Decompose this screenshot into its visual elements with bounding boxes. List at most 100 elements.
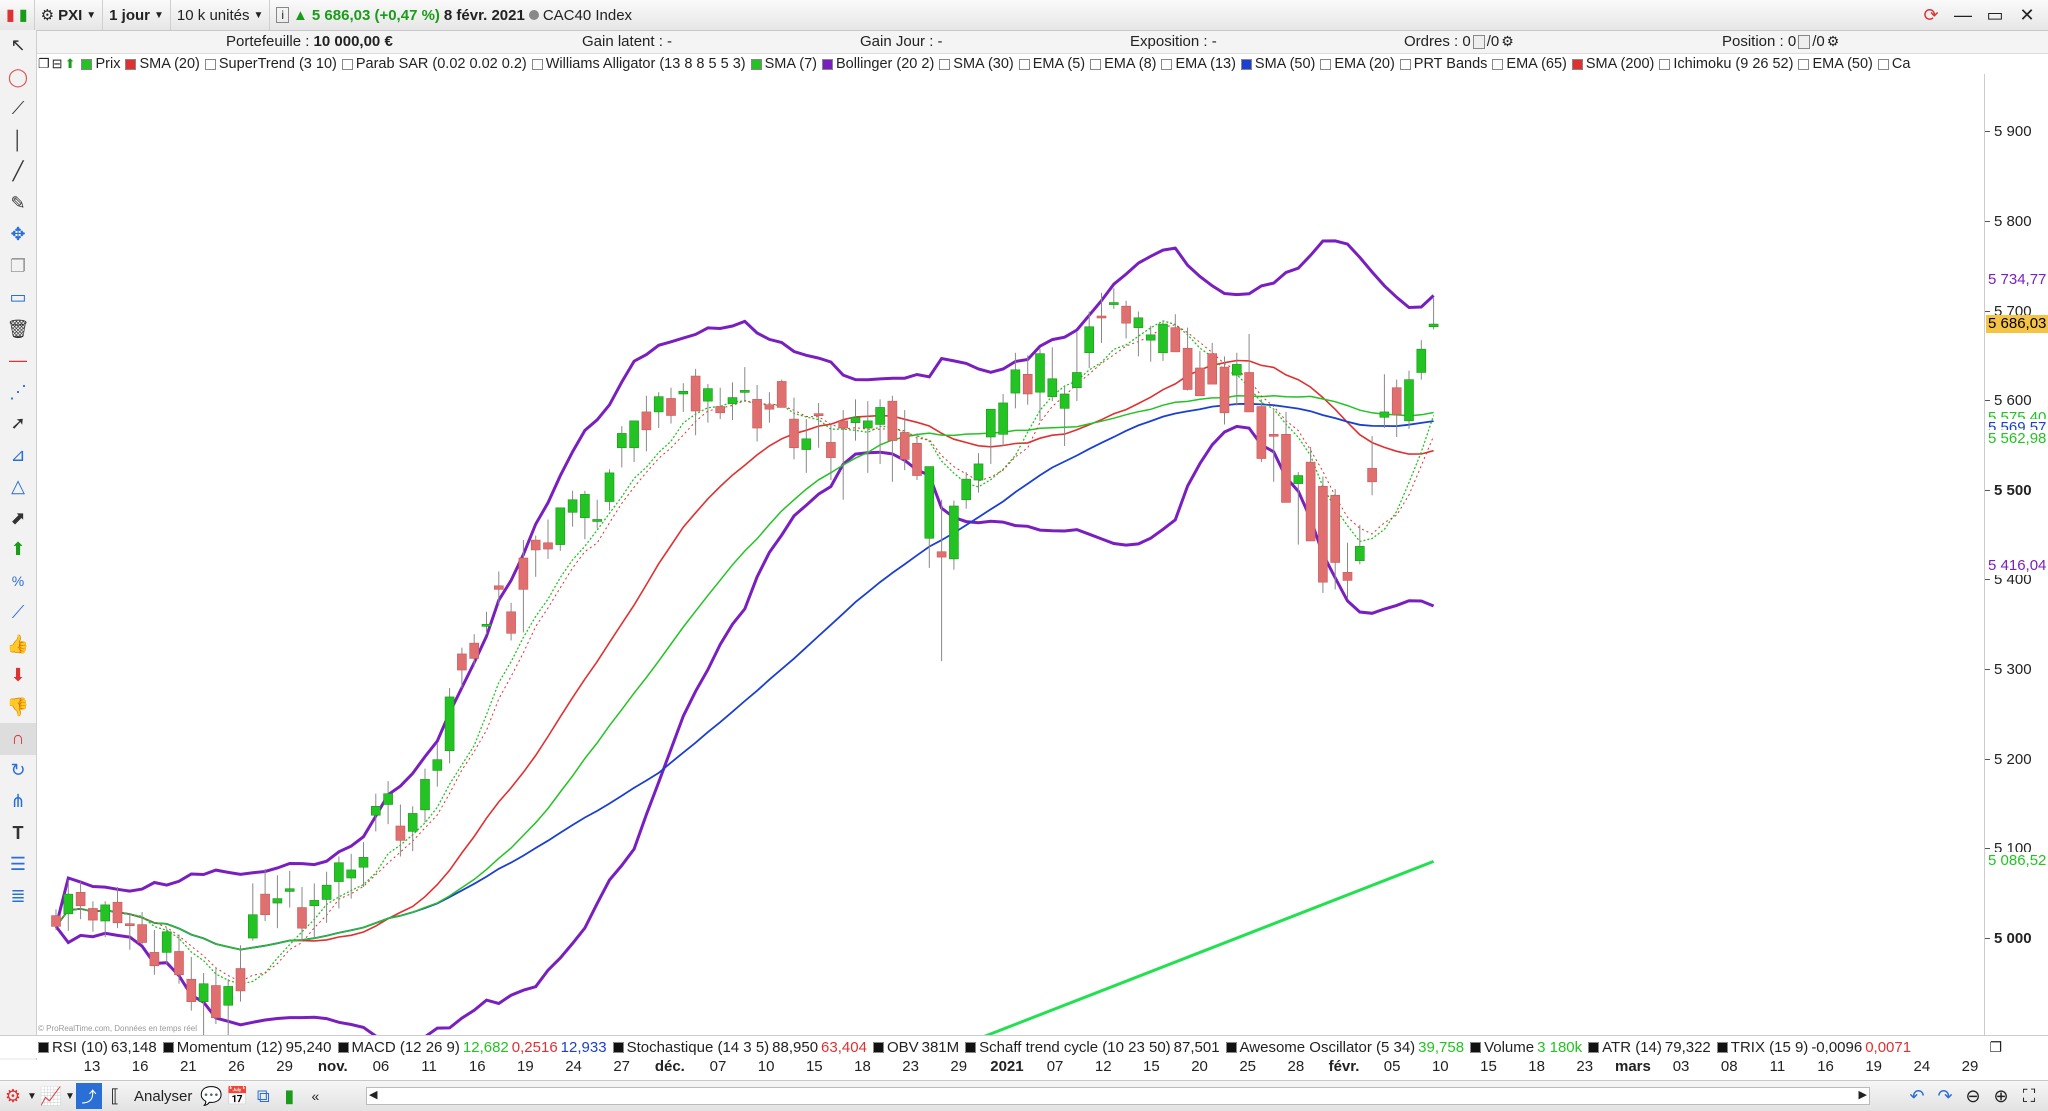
candle-body[interactable] (1404, 379, 1414, 422)
candle-body[interactable] (1133, 317, 1144, 328)
indicator-toggle[interactable]: SuperTrend (3 10) (203, 56, 340, 72)
indicator-checkbox[interactable] (1090, 58, 1102, 70)
candle-body[interactable] (518, 557, 529, 590)
indicator-toggle[interactable]: EMA (5) (1017, 56, 1088, 72)
indicator-toggle[interactable]: Bollinger (20 2) (820, 56, 937, 72)
segment-icon[interactable]: ⟋ (11, 98, 25, 119)
candle-body[interactable] (370, 805, 381, 816)
candle-body[interactable] (260, 893, 270, 916)
candle-body[interactable] (887, 400, 898, 441)
candle-body[interactable] (1428, 323, 1439, 328)
candle-body[interactable] (727, 397, 738, 405)
period-selector[interactable]: 1 jour ▼ (103, 0, 171, 30)
fibonacci-icon[interactable]: ⊿ (10, 444, 26, 465)
undo-icon[interactable]: ↶ (1909, 1085, 1925, 1106)
indicator-panel-item[interactable]: Momentum (12) 95,240 (161, 1039, 336, 1056)
analyse-button[interactable]: Analyser (134, 1087, 193, 1105)
close-icon[interactable]: ✕ (2019, 4, 2035, 25)
indicator-toggle[interactable]: Williams Alligator (13 8 8 5 5 3) (530, 56, 749, 72)
regression-icon[interactable]: ⟋ (11, 602, 25, 623)
candle-body[interactable] (481, 624, 492, 627)
indicator-checkbox[interactable] (531, 58, 543, 70)
indicator-panel-item[interactable]: ATR (14) 79,322 (1586, 1039, 1715, 1056)
candle-body[interactable] (850, 416, 861, 423)
candle-body[interactable] (321, 884, 332, 900)
candle-body[interactable] (1182, 347, 1193, 390)
candle-body[interactable] (444, 696, 455, 752)
settings-icon[interactable]: ⚙ (4, 1085, 22, 1106)
candle-body[interactable] (1219, 366, 1230, 414)
candle-body[interactable] (1342, 572, 1353, 581)
candle-body[interactable] (690, 375, 701, 412)
candle-body[interactable] (764, 404, 775, 410)
candle-body[interactable] (63, 893, 74, 915)
candle-body[interactable] (1379, 411, 1390, 418)
candle-body[interactable] (1293, 475, 1304, 484)
candle-body[interactable] (1059, 393, 1070, 409)
fibo-bars-icon[interactable]: ≣ (10, 885, 26, 906)
candle-body[interactable] (567, 499, 578, 513)
candle-body[interactable] (641, 411, 652, 431)
candle-body[interactable] (1047, 378, 1058, 397)
candle-body[interactable] (358, 857, 369, 868)
candle-body[interactable] (936, 551, 947, 558)
orders-cell[interactable]: Ordres : 0 /0 ⚙ (1404, 33, 1514, 50)
indicator-checkbox[interactable] (939, 58, 951, 70)
candle-body[interactable] (297, 907, 307, 929)
candle-body[interactable] (1109, 302, 1119, 305)
candle-body[interactable] (973, 463, 984, 481)
arrow-icon[interactable]: ➚ (10, 413, 26, 434)
indicator-checkbox[interactable] (612, 1041, 624, 1053)
candle-body[interactable] (112, 901, 123, 924)
candle-body[interactable] (629, 420, 639, 449)
candle-body[interactable] (678, 390, 689, 395)
indicator-toggle[interactable]: SMA (20) (123, 56, 202, 72)
candle-body[interactable] (985, 408, 996, 438)
candle-body[interactable] (1170, 327, 1181, 353)
price-chart[interactable] (36, 74, 1984, 1042)
units-selector[interactable]: 10 k unités ▼ (171, 0, 271, 30)
candle-body[interactable] (469, 642, 480, 659)
indicator-checkbox[interactable] (1225, 1041, 1237, 1053)
indicator-checkbox[interactable] (337, 1041, 349, 1053)
candle-body[interactable] (813, 413, 824, 416)
candle-body[interactable] (1256, 406, 1267, 459)
indicator-toggle[interactable]: SMA (50) (1239, 56, 1318, 72)
green-up-icon[interactable]: ⬆ (64, 56, 76, 71)
indicator-checkbox[interactable] (38, 1041, 49, 1053)
info-icon[interactable]: i (276, 7, 290, 23)
rectangle-icon[interactable]: ▭ (9, 287, 27, 308)
indicator-checkbox[interactable] (1877, 58, 1889, 70)
zoom-out-icon[interactable]: ⊟ (51, 56, 63, 71)
candle-body[interactable] (1391, 387, 1402, 415)
indicator-checkbox[interactable] (1716, 1041, 1728, 1053)
indicator-panel-item[interactable]: Volume 3 180k (1468, 1039, 1586, 1056)
candle-body[interactable] (1072, 372, 1082, 389)
candle-body[interactable] (616, 433, 627, 449)
candle-body[interactable] (899, 432, 910, 460)
candle-body[interactable] (198, 983, 209, 1002)
indicator-checkbox[interactable] (81, 58, 93, 70)
candle-body[interactable] (555, 507, 566, 545)
indicator-panel-item[interactable]: OBV 381M (871, 1039, 963, 1056)
triangle-icon[interactable]: △ (11, 476, 25, 497)
position-cell[interactable]: Position : 0 /0 ⚙ (1722, 33, 1839, 50)
candle-body[interactable] (506, 611, 516, 634)
magnet-icon[interactable]: ∩ (0, 723, 36, 755)
candle-body[interactable] (149, 952, 160, 967)
pen-icon[interactable]: ✎ (10, 192, 26, 213)
candle-body[interactable] (334, 862, 344, 882)
candle-body[interactable] (1318, 485, 1328, 583)
candle-body[interactable] (1367, 468, 1377, 483)
candle-body[interactable] (1232, 364, 1242, 376)
indicator-checkbox[interactable] (872, 1041, 884, 1053)
candle-body[interactable] (1281, 434, 1291, 503)
double-chevron-left-icon[interactable]: « (311, 1088, 320, 1104)
candle-body[interactable] (309, 900, 320, 907)
windows-icon[interactable]: ❐ (38, 56, 50, 71)
move-icon[interactable]: ✥ (10, 224, 26, 245)
candle-body[interactable] (284, 888, 295, 892)
scroll-left-icon[interactable]: ◀ (369, 1089, 378, 1101)
candle-body[interactable] (592, 519, 603, 522)
candle-body[interactable] (457, 653, 467, 671)
